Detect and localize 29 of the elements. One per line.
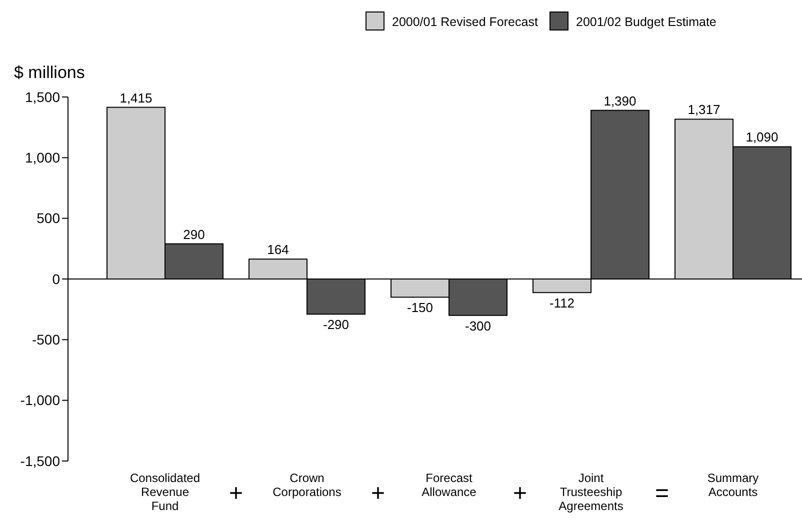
y-tick-label: 500 [36,210,60,226]
text: + [512,480,528,507]
data-label: 290 [183,226,205,242]
text: + [370,480,386,507]
x-tick-label: Crown Corporations [272,471,342,499]
data-label: -300 [464,318,492,334]
x-tick-label: Consolidated Revenue Fund [130,471,200,513]
data-label: 1,090 [746,130,778,145]
data-label: -150 [406,300,434,316]
y-axis-title: $ millions [14,63,85,82]
y-tick-label: 1,000 [24,150,60,166]
y-tick-label: -500 [32,332,60,348]
legend-label: 2001/02 Budget Estimate [576,15,716,29]
data-label: -290 [322,317,350,332]
x-tick-label: Forecast Allowance [422,471,477,499]
text: + [228,480,244,507]
data-label: -112 [549,296,575,311]
y-tick-label: 0 [52,270,60,287]
x-tick-label: Summary Accounts [707,471,759,499]
text: = [654,480,670,507]
data-label: 164 [267,242,289,258]
data-label: 1,317 [688,102,720,118]
x-tick-label: Joint Trusteeship Agreements [558,471,624,513]
y-tick-label: 1,500 [24,88,60,105]
data-label: 1,390 [604,93,636,108]
y-tick-label: -1,000 [20,392,60,408]
y-tick-label: -1,500 [20,452,60,469]
legend-label: 2000/01 Revised Forecast [392,15,538,29]
data-label: 1,415 [120,90,152,106]
